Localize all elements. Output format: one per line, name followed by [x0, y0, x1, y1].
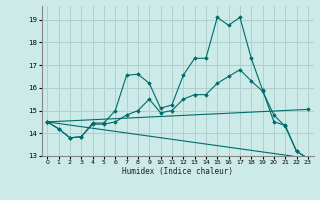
- X-axis label: Humidex (Indice chaleur): Humidex (Indice chaleur): [122, 167, 233, 176]
